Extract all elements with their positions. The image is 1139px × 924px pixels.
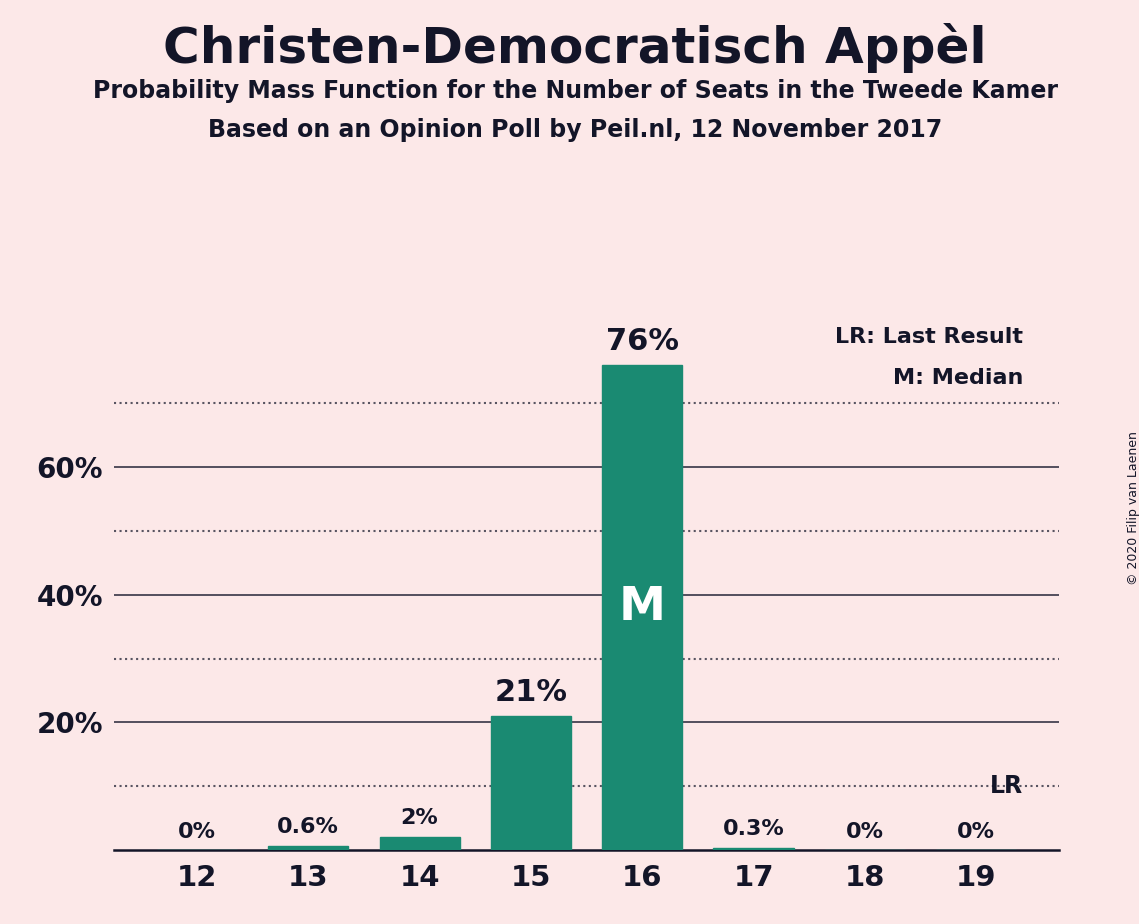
Text: LR: Last Result: LR: Last Result xyxy=(835,327,1023,346)
Text: Based on an Opinion Poll by Peil.nl, 12 November 2017: Based on an Opinion Poll by Peil.nl, 12 … xyxy=(208,118,942,142)
Bar xyxy=(713,848,794,850)
Text: 0.3%: 0.3% xyxy=(723,819,785,839)
Text: Christen-Democratisch Appèl: Christen-Democratisch Appèl xyxy=(163,23,988,73)
Text: M: M xyxy=(618,585,666,630)
Text: Probability Mass Function for the Number of Seats in the Tweede Kamer: Probability Mass Function for the Number… xyxy=(92,79,1058,103)
Bar xyxy=(268,846,349,850)
Text: 0%: 0% xyxy=(178,822,216,843)
Text: 0.6%: 0.6% xyxy=(277,817,339,837)
Text: 0%: 0% xyxy=(957,822,995,843)
Text: 76%: 76% xyxy=(606,326,679,356)
Text: 0%: 0% xyxy=(846,822,884,843)
Text: © 2020 Filip van Laenen: © 2020 Filip van Laenen xyxy=(1126,432,1139,585)
Text: LR: LR xyxy=(990,774,1023,798)
Bar xyxy=(603,365,682,850)
Bar xyxy=(491,716,571,850)
Text: 2%: 2% xyxy=(401,808,439,828)
Text: 21%: 21% xyxy=(494,677,567,707)
Text: M: Median: M: Median xyxy=(893,369,1023,388)
Bar xyxy=(379,837,460,850)
